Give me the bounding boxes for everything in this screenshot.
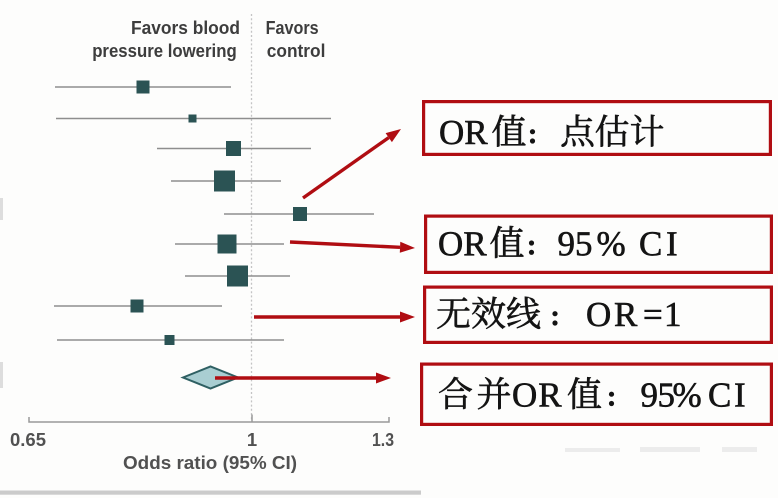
svg-text:pressure lowering: pressure lowering: [92, 40, 237, 61]
svg-text:Favors blood: Favors blood: [131, 17, 240, 38]
svg-text:control: control: [267, 40, 326, 61]
svg-text:0.65: 0.65: [10, 429, 46, 450]
svg-text:Odds ratio (95% CI): Odds ratio (95% CI): [123, 452, 297, 473]
svg-text:1: 1: [247, 429, 257, 450]
svg-text:Favors: Favors: [266, 17, 319, 38]
svg-text:1.3: 1.3: [372, 429, 394, 450]
